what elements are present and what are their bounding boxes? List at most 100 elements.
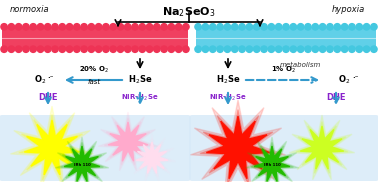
- Circle shape: [283, 46, 289, 52]
- Circle shape: [132, 24, 138, 30]
- FancyBboxPatch shape: [2, 27, 188, 49]
- Circle shape: [231, 24, 238, 30]
- Polygon shape: [133, 139, 171, 176]
- Circle shape: [217, 46, 223, 52]
- Circle shape: [15, 46, 22, 52]
- Circle shape: [363, 24, 370, 30]
- FancyBboxPatch shape: [0, 115, 191, 181]
- FancyBboxPatch shape: [189, 115, 378, 181]
- Circle shape: [139, 46, 146, 52]
- Polygon shape: [136, 142, 168, 173]
- Text: Na$_2$SeO$_3$: Na$_2$SeO$_3$: [162, 5, 216, 19]
- Text: DHE: DHE: [326, 94, 346, 102]
- Polygon shape: [98, 112, 158, 171]
- Circle shape: [88, 24, 94, 30]
- Circle shape: [52, 46, 58, 52]
- Text: ·⁻: ·⁻: [47, 75, 54, 81]
- Circle shape: [261, 46, 267, 52]
- Circle shape: [103, 46, 109, 52]
- Circle shape: [23, 46, 29, 52]
- Circle shape: [175, 46, 182, 52]
- Circle shape: [88, 46, 94, 52]
- Circle shape: [37, 24, 44, 30]
- Circle shape: [59, 46, 65, 52]
- Circle shape: [312, 46, 319, 52]
- Polygon shape: [254, 146, 290, 181]
- Polygon shape: [289, 115, 355, 180]
- Circle shape: [37, 46, 44, 52]
- Circle shape: [175, 24, 182, 30]
- Circle shape: [349, 46, 355, 52]
- Circle shape: [356, 24, 363, 30]
- Circle shape: [327, 24, 333, 30]
- Text: ·⁻: ·⁻: [352, 75, 358, 81]
- Polygon shape: [206, 116, 270, 179]
- Circle shape: [67, 46, 73, 52]
- Polygon shape: [55, 137, 109, 182]
- Text: NIR-H$_2$Se: NIR-H$_2$Se: [209, 93, 247, 103]
- Circle shape: [276, 46, 282, 52]
- Polygon shape: [64, 146, 100, 181]
- Text: 1% O$_2$: 1% O$_2$: [271, 65, 296, 75]
- Circle shape: [371, 24, 377, 30]
- Circle shape: [356, 46, 363, 52]
- Circle shape: [349, 24, 355, 30]
- Circle shape: [209, 46, 216, 52]
- Circle shape: [117, 24, 124, 30]
- Polygon shape: [245, 137, 299, 182]
- Polygon shape: [191, 100, 285, 182]
- Polygon shape: [60, 142, 103, 182]
- Circle shape: [319, 24, 326, 30]
- Circle shape: [81, 46, 87, 52]
- Circle shape: [110, 24, 116, 30]
- Circle shape: [202, 46, 209, 52]
- FancyBboxPatch shape: [196, 27, 376, 49]
- Circle shape: [371, 46, 377, 52]
- Circle shape: [168, 46, 175, 52]
- Text: fast: fast: [87, 79, 101, 85]
- Circle shape: [341, 46, 348, 52]
- Text: H$_2$Se: H$_2$Se: [216, 74, 240, 86]
- Circle shape: [1, 46, 7, 52]
- Text: metabolism: metabolism: [280, 62, 321, 68]
- Circle shape: [334, 46, 341, 52]
- Circle shape: [276, 24, 282, 30]
- Circle shape: [246, 24, 253, 30]
- Circle shape: [341, 24, 348, 30]
- Circle shape: [283, 24, 289, 30]
- Polygon shape: [200, 110, 276, 182]
- Text: normoxia: normoxia: [10, 5, 50, 15]
- Circle shape: [305, 46, 311, 52]
- Circle shape: [312, 24, 319, 30]
- Circle shape: [124, 24, 131, 30]
- Circle shape: [8, 24, 15, 30]
- Text: hypoxia: hypoxia: [332, 5, 365, 15]
- Circle shape: [103, 24, 109, 30]
- Circle shape: [74, 24, 80, 30]
- Circle shape: [153, 24, 160, 30]
- Circle shape: [239, 24, 245, 30]
- Circle shape: [117, 46, 124, 52]
- Circle shape: [59, 24, 65, 30]
- Circle shape: [217, 24, 223, 30]
- Text: H$_2$Se: H$_2$Se: [128, 74, 152, 86]
- Circle shape: [15, 24, 22, 30]
- Circle shape: [30, 46, 36, 52]
- Polygon shape: [128, 134, 176, 181]
- Circle shape: [195, 24, 201, 30]
- Circle shape: [132, 46, 138, 52]
- Text: IRh 110: IRh 110: [74, 163, 90, 167]
- Circle shape: [195, 46, 201, 52]
- Circle shape: [261, 24, 267, 30]
- Circle shape: [124, 46, 131, 52]
- Circle shape: [139, 24, 146, 30]
- Circle shape: [239, 46, 245, 52]
- Circle shape: [8, 46, 15, 52]
- Circle shape: [183, 24, 189, 30]
- Circle shape: [110, 46, 116, 52]
- Circle shape: [146, 24, 153, 30]
- Circle shape: [161, 46, 167, 52]
- Circle shape: [290, 46, 296, 52]
- Circle shape: [297, 46, 304, 52]
- Circle shape: [23, 24, 29, 30]
